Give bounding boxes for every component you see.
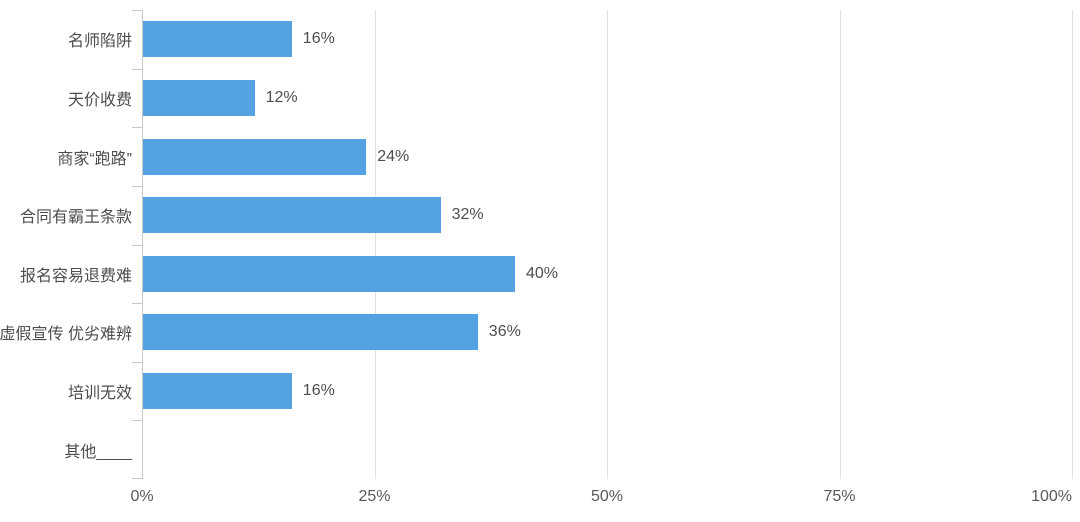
bar-row: 商家“跑路” 24% [57,127,1072,186]
bar-row: 虚假宣传 优劣难辨 36% [0,303,1072,362]
gridline [374,10,376,479]
y-axis-tick [132,303,142,305]
category-label: 商家“跑路” [57,150,132,168]
y-axis-tick [132,478,142,479]
category-label: 培训无效 [67,385,132,403]
plot-area: 名师陷阱 16% 天价收费 12% 商家“跑路” 24% 合同有霸王条款 32% 报名容易退费难… [0,10,1073,505]
value-label: 16% [302,30,335,48]
category-label: 合同有霸王条款 [19,209,132,227]
bar-row: 报名容易退费难 40% [20,245,1072,304]
category-label: 报名容易退费难 [19,267,132,285]
gridline [1072,10,1073,479]
category-label: 虚假宣传 优劣难辨 [0,326,132,344]
value-label: 16% [302,382,335,400]
category-label: 天价收费 [67,91,132,109]
gridline [607,10,608,479]
value-label: 40% [526,264,559,282]
gridline [839,10,841,479]
bar [143,314,478,351]
bar-row: 培训无效 16% [68,362,1072,421]
bar [143,21,292,58]
value-label: 32% [451,206,484,224]
bar [143,373,292,410]
y-axis-tick [132,420,142,422]
x-axis-label: 25% [358,488,391,505]
x-axis-label: 50% [590,488,624,505]
bar [143,79,255,116]
value-label: 36% [488,323,521,341]
x-axis-label: 100% [1031,488,1072,505]
value-label: 24% [377,147,410,165]
bar-row: 天价收费 12% [68,69,1072,128]
bar [143,197,441,234]
y-axis-tick [132,244,142,246]
bar-row: 其他____ [64,420,1072,479]
bar [143,138,367,175]
x-axis-label: 0% [130,488,154,505]
y-axis-tick [132,361,142,363]
value-label: 12% [265,88,298,106]
bar-row: 名师陷阱 16% [68,10,1072,69]
x-axis-label: 75% [823,488,856,505]
y-axis-tick [132,68,142,70]
y-axis-tick [132,127,142,129]
category-label: 其他____ [64,443,132,461]
bar [143,255,515,292]
bar-row: 合同有霸王条款 32% [20,186,1072,245]
category-label: 名师陷阱 [67,33,132,51]
y-axis-tick [132,10,142,11]
y-axis-tick [132,185,142,187]
y-axis-line [142,10,143,479]
